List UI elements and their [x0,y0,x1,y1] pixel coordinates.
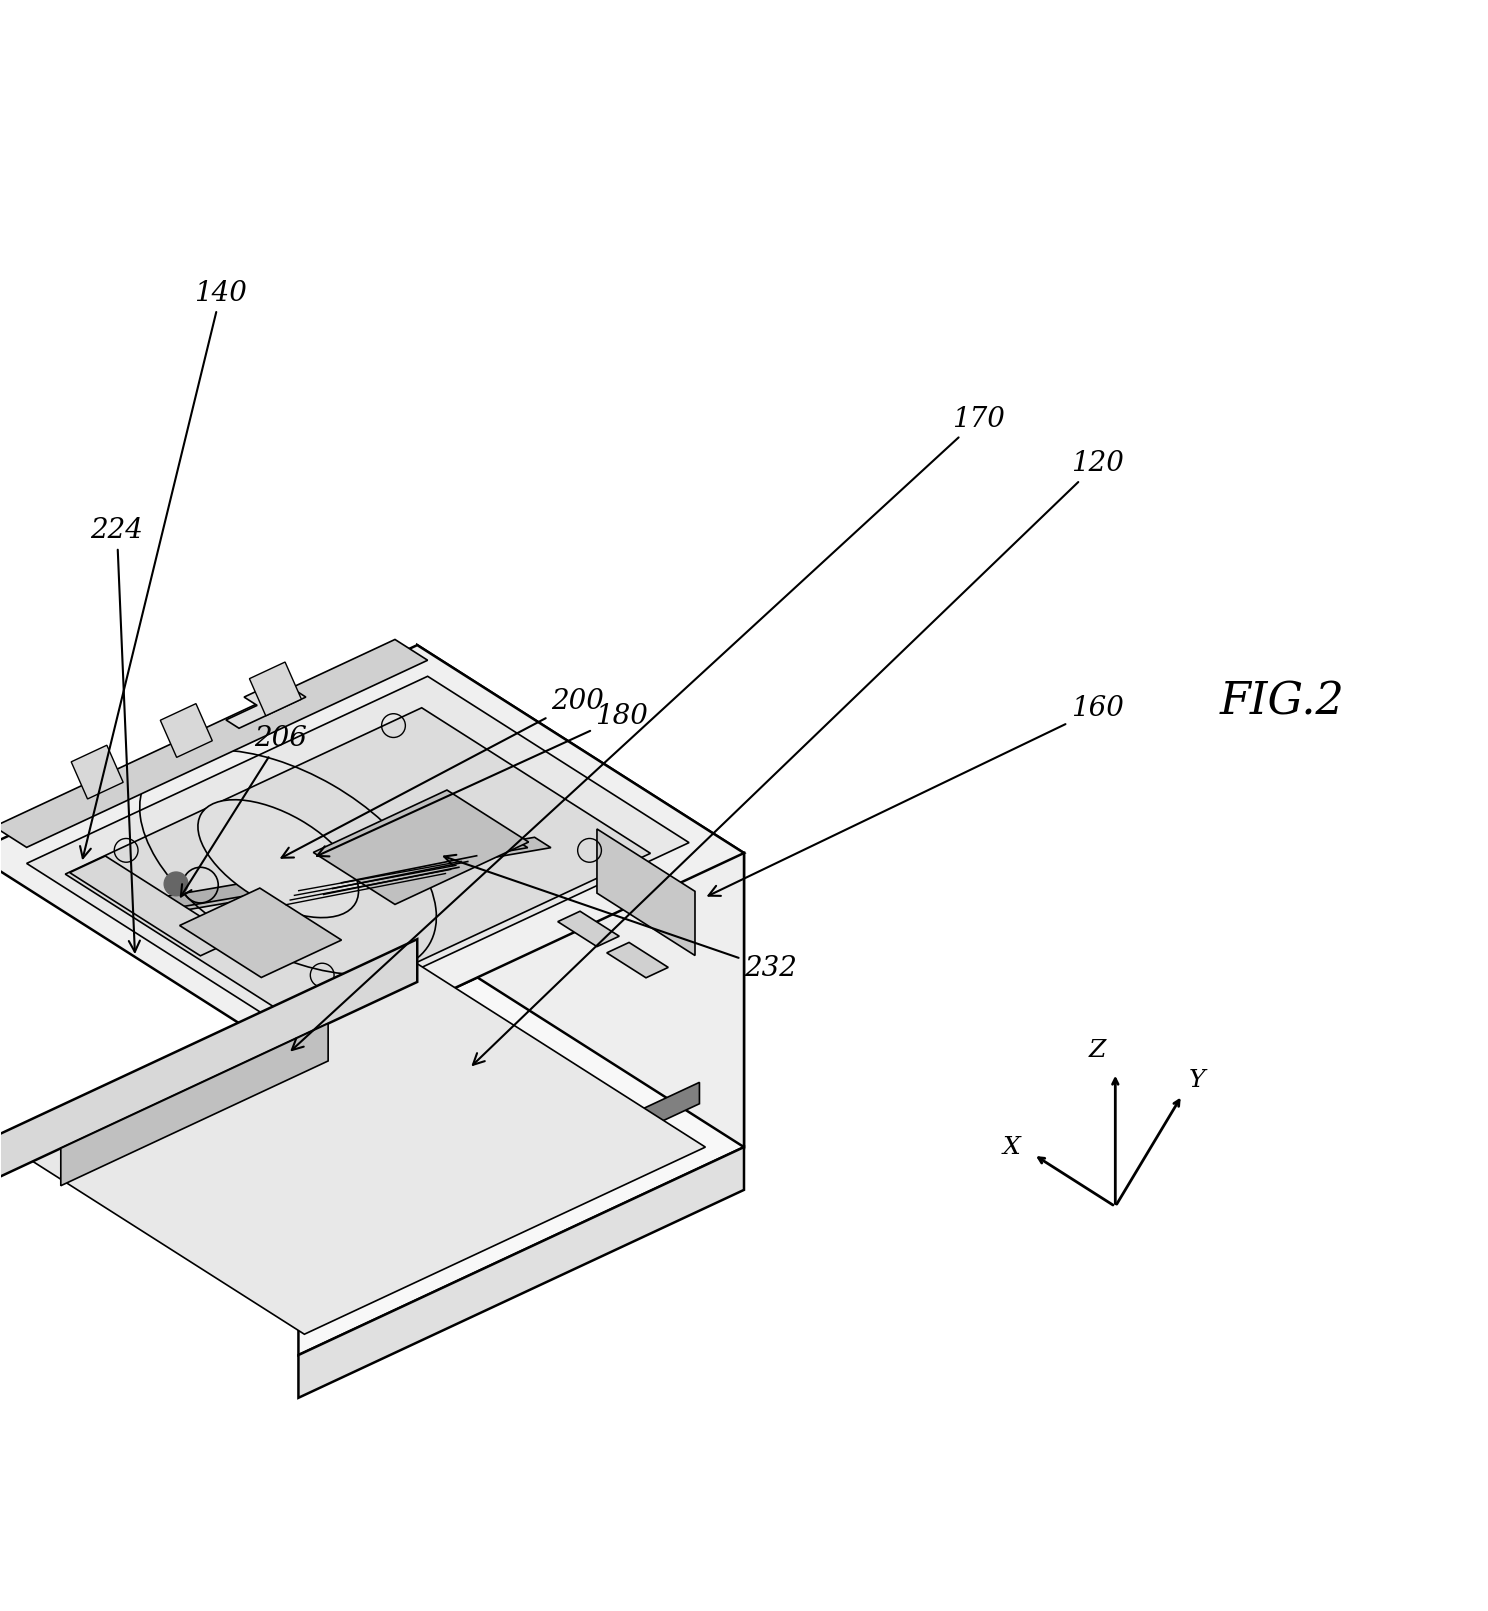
Polygon shape [314,789,528,904]
Polygon shape [0,644,744,1062]
Polygon shape [299,1025,365,1087]
Text: FIG.2: FIG.2 [1219,680,1344,723]
Polygon shape [71,746,124,799]
Text: 160: 160 [708,696,1123,896]
Polygon shape [558,912,619,947]
Ellipse shape [198,799,359,918]
Polygon shape [299,1184,365,1249]
Polygon shape [299,1147,744,1398]
Polygon shape [70,855,237,955]
Text: Y: Y [1189,1068,1205,1092]
Text: 200: 200 [281,688,604,857]
Polygon shape [61,1023,329,1186]
Polygon shape [299,1105,365,1168]
Polygon shape [27,677,689,1029]
Polygon shape [161,704,213,757]
Text: 180: 180 [317,702,649,857]
Polygon shape [299,854,744,1355]
Text: 140: 140 [80,280,247,859]
Polygon shape [226,680,307,728]
Polygon shape [65,707,650,1020]
Text: 170: 170 [292,406,1004,1050]
Polygon shape [146,838,528,910]
Text: 224: 224 [91,517,143,952]
Polygon shape [250,662,302,715]
Text: X: X [1003,1136,1021,1158]
Polygon shape [10,960,705,1334]
Polygon shape [0,939,417,1191]
Polygon shape [0,640,427,847]
Text: Z: Z [1089,1039,1106,1062]
Polygon shape [180,888,342,978]
Text: 120: 120 [473,451,1123,1065]
Circle shape [164,872,187,896]
Text: 232: 232 [443,855,798,983]
Polygon shape [429,846,497,865]
Polygon shape [417,644,744,1147]
Polygon shape [170,838,551,910]
Text: 206: 206 [182,725,307,897]
Polygon shape [597,830,695,955]
Polygon shape [344,1083,699,1269]
Polygon shape [607,942,668,978]
